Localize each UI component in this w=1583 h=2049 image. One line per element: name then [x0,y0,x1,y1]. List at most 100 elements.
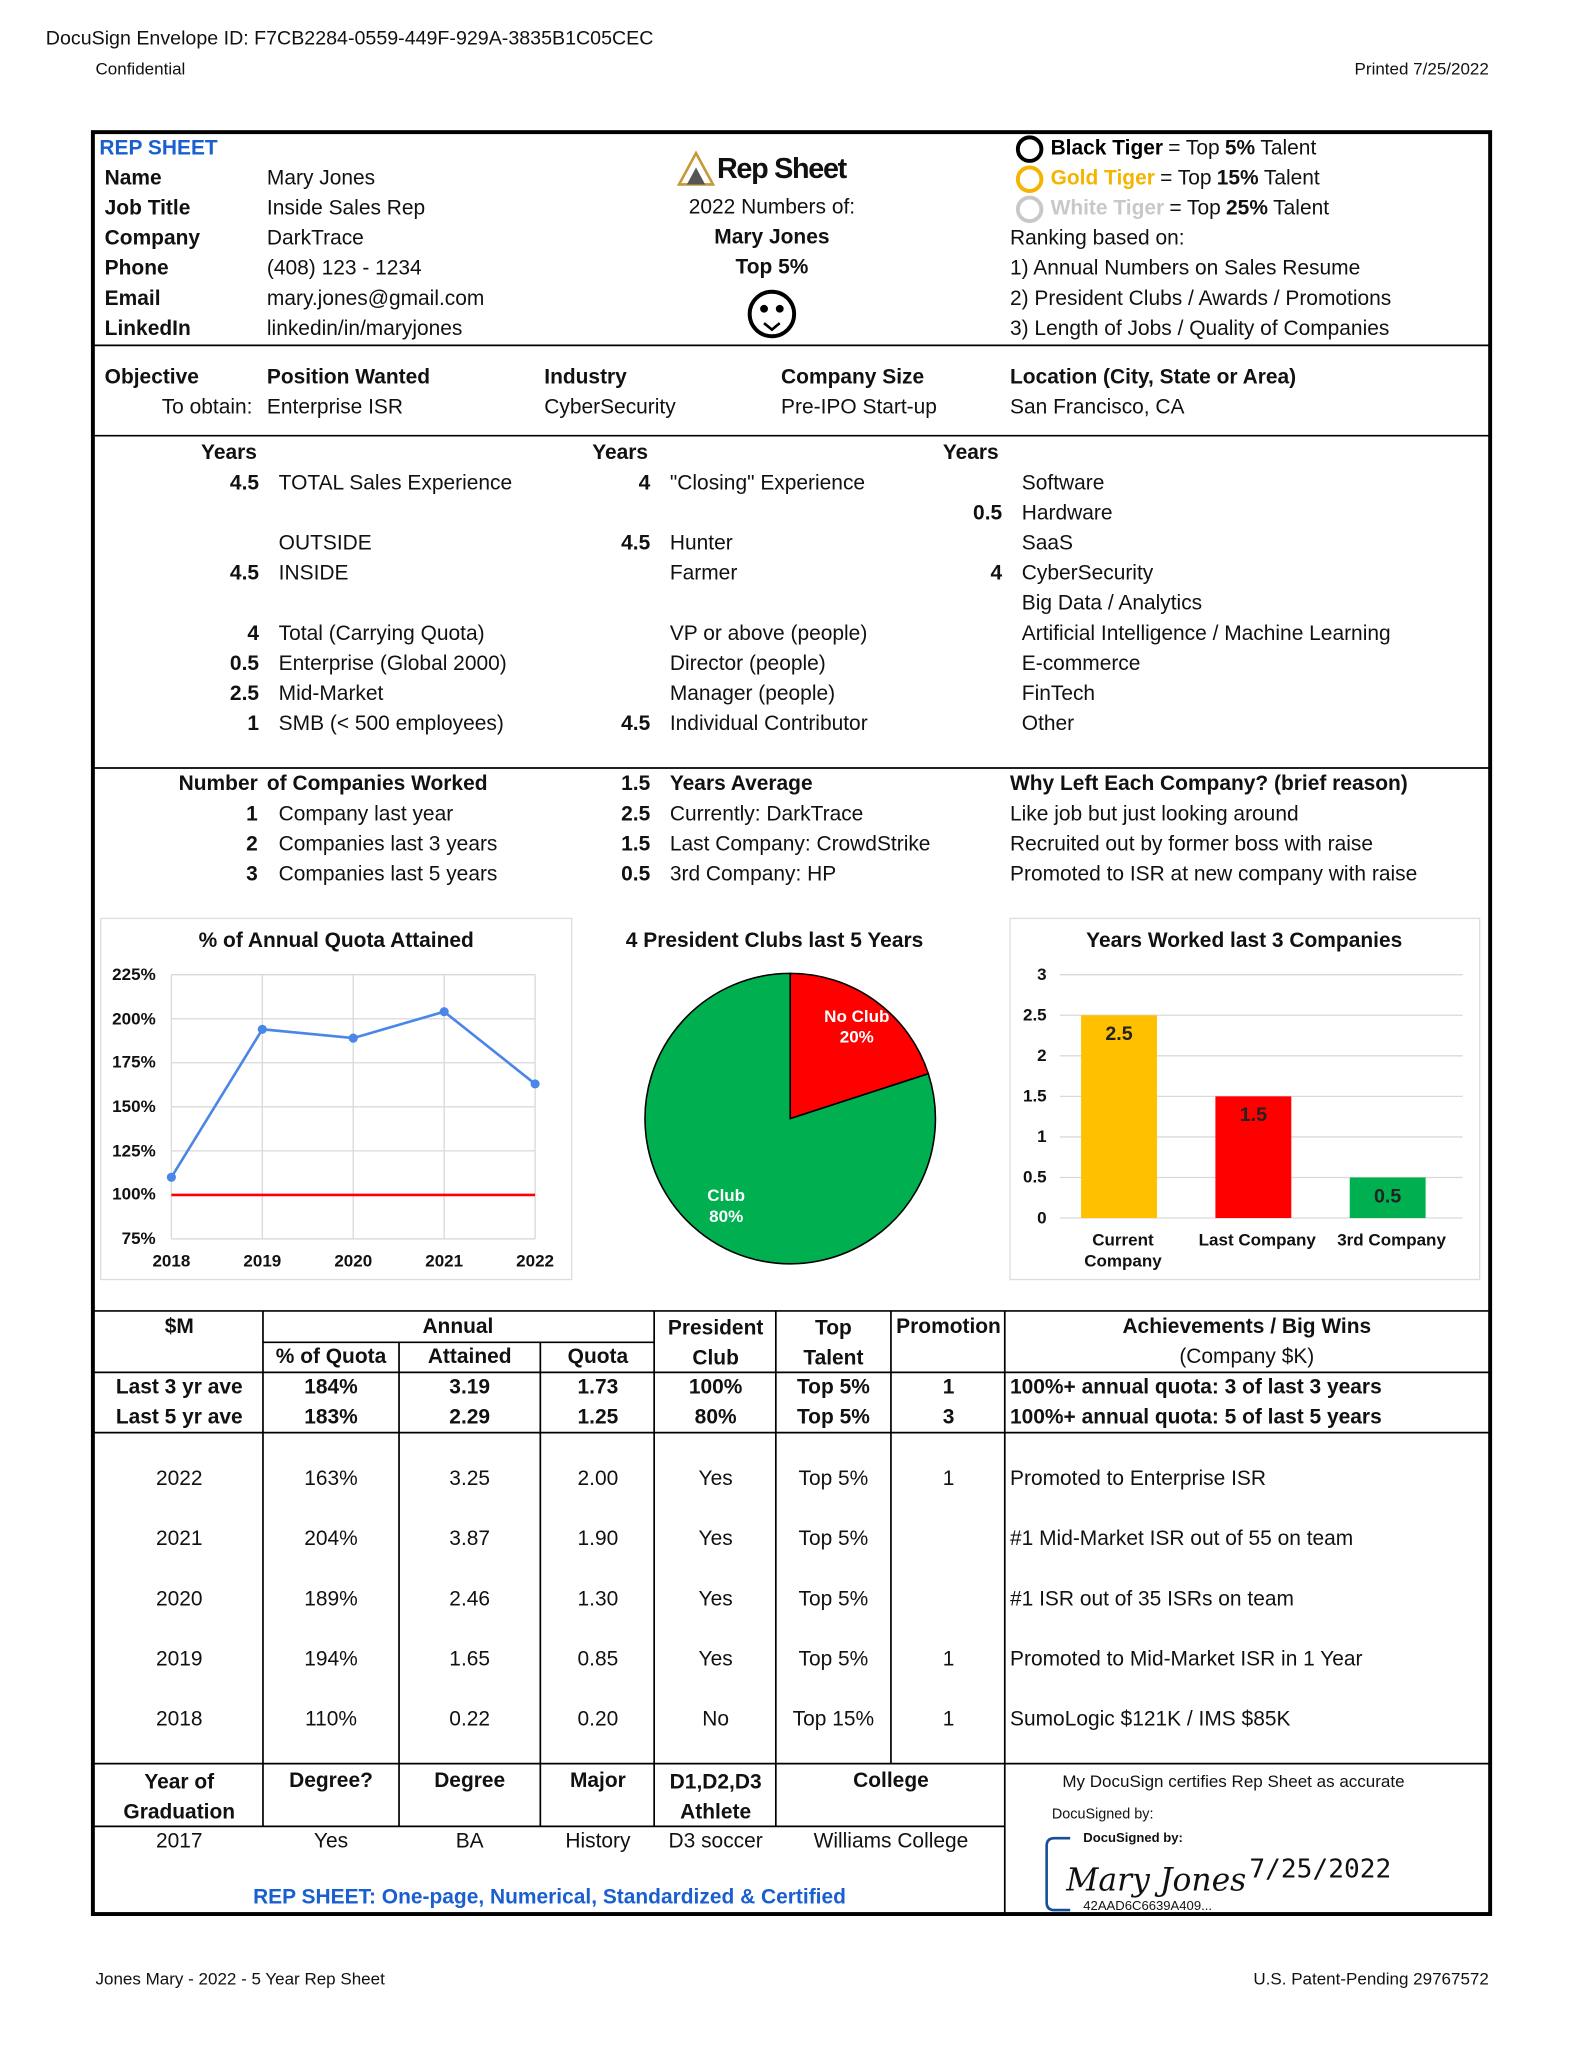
bar-value: 1.5 [1239,1104,1267,1127]
table-header: Top Talent [803,1316,864,1370]
years-value: 4.5 [621,532,651,555]
objective-value: To obtain: [161,396,253,419]
tagline: REP SHEET: One-page, Numerical, Standard… [253,1886,846,1909]
table-cell: Top 15% [792,1708,875,1731]
bar-value: 2.5 [1105,1023,1133,1046]
tier-icon [1015,165,1044,193]
education-header: Year of Graduation [123,1770,236,1824]
tier-suffix: Talent [1273,197,1330,220]
table-cell: 3 [942,1406,955,1429]
experience-label: SaaS [1021,532,1073,555]
tier-line: White Tiger = Top 25% Talent [1051,196,1335,222]
objective-value: Pre-IPO Start-up [781,396,937,419]
table-cell: #1 Mid-Market ISR out of 55 on team [1010,1528,1354,1551]
signature-id: 42AAD6C6639A409... [1083,1899,1213,1915]
signature-bracket [1045,1836,1071,1912]
sheet-border [90,130,1493,1917]
field-label: Job Title [104,197,191,220]
table-cell: 163% [304,1467,358,1491]
years-value: 4.5 [229,562,260,585]
pie-slice [644,972,937,1265]
experience-label: Total (Carrying Quota) [278,622,485,645]
table-cell: 1.65 [449,1648,491,1671]
quota-point [439,1007,449,1017]
y-tick-label: 225% [112,964,156,984]
table-cell: Top 5% [796,1376,870,1399]
y-tick-label: 200% [112,1008,156,1028]
education-cell: BA [455,1830,484,1853]
table-cell: 1 [942,1376,955,1399]
companies-header: of Companies Worked [266,773,488,796]
education-header: Major [569,1770,626,1793]
pie-slice [789,972,930,1120]
slice-label: Club [707,1185,746,1206]
tier-line: Gold Tiger = Top 15% Talent [1051,166,1325,192]
rules [92,344,1491,1915]
chart-title: % of Annual Quota Attained [198,930,474,953]
table-cell: 100% [688,1376,743,1399]
objective-header: Industry [544,366,627,389]
experience-label: "Closing" Experience [669,472,866,495]
footer-right: U.S. Patent-Pending 29767572 [1253,1968,1489,1989]
x-tick-label: 2018 [152,1250,191,1271]
y-tick-label: 150% [112,1096,156,1116]
years-header: Years [201,442,257,465]
table-cell: 189% [304,1588,358,1611]
table-cell: 1 [942,1708,955,1731]
field-value: (408) 123 - 1234 [266,257,422,280]
table-subheader: (Company $K) [1179,1346,1315,1369]
y-tick-label: 125% [112,1140,156,1161]
education-header: Degree [434,1770,506,1793]
years-header: Years [592,442,649,465]
experience-label: Mid-Market [278,682,384,706]
tier-level: 25% [1226,197,1268,220]
quota-point [530,1079,540,1089]
y-tick-label: 100% [112,1184,156,1205]
y-tick-label: 2 [1037,1045,1047,1065]
chart-frame [1009,917,1481,1281]
table-header: President Club [667,1316,764,1370]
experience-label: Hunter [669,532,733,555]
companies-label: Last Company: CrowdStrike [669,833,931,856]
table-cell: No [702,1708,730,1731]
table-cell: Top 5% [798,1648,869,1671]
companies-label: 3rd Company: HP [669,863,837,886]
y-tick-label: 75% [121,1228,156,1249]
summary-name: Mary Jones [714,226,830,249]
years-value: 4 [638,472,651,495]
table-cell: Promoted to Mid-Market ISR in 1 Year [1010,1648,1363,1671]
table-cell: 2020 [155,1588,203,1611]
tier-name: White Tiger [1050,197,1165,220]
ranking-title: Ranking based on: [1010,227,1185,250]
summary-rank: Top 5% [735,256,809,279]
table-cell: #1 ISR out of 35 ISRs on team [1010,1588,1294,1611]
table-cell: 2019 [155,1648,203,1671]
table-cell: 3.25 [449,1467,491,1491]
table-cell: 194% [304,1648,358,1671]
tiger-icon [747,289,797,339]
field-value: linkedin/in/maryjones [266,317,463,341]
table-cell: 2018 [155,1708,203,1731]
table-subheader: Quota [567,1346,629,1369]
docusigned-label: DocuSigned by: [1051,1806,1154,1823]
years-value: 4 [247,622,260,645]
x-tick-label: 2019 [243,1250,282,1271]
companies-header: Why Left Each Company? (brief reason) [1010,773,1408,796]
years-value: 4 [990,562,1003,585]
tier-suffix: Talent [1263,167,1320,190]
certify-text: My DocuSign certifies Rep Sheet as accur… [1062,1771,1405,1792]
envelope-id: DocuSign Envelope ID: F7CB2284-0559-449F… [45,27,654,50]
y-tick-label: 0 [1037,1207,1047,1228]
tier-name: Gold Tiger [1050,167,1155,190]
table-cell: 2.46 [449,1588,491,1611]
table-cell: Top 5% [798,1467,869,1491]
count-value: 1.5 [621,833,651,856]
bar [1349,1177,1426,1219]
tier-icon [1015,135,1044,163]
table-cell: 2021 [155,1528,203,1551]
experience-label: E-commerce [1021,652,1141,676]
y-tick-label: 175% [112,1052,156,1072]
ranking-item: 1) Annual Numbers on Sales Resume [1010,257,1361,280]
